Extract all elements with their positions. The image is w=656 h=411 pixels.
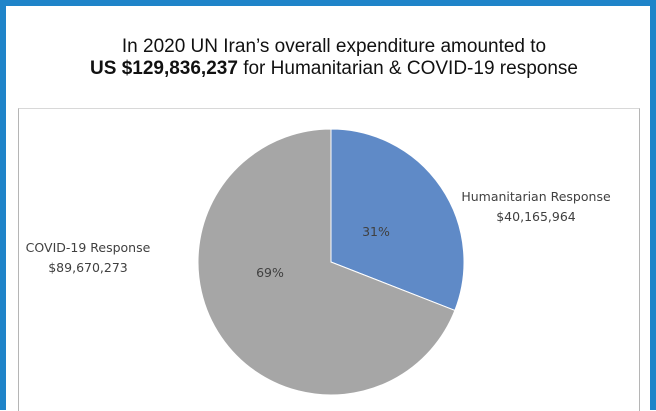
chart-title-line-2: US $129,836,237 for Humanitarian & COVID… [6, 58, 656, 80]
category-label-humanitarian: Humanitarian Response [461, 189, 611, 204]
chart-title-line-1: In 2020 UN Iran’s overall expenditure am… [121, 36, 547, 57]
category-label-covid: COVID-19 Response [26, 240, 151, 255]
pie-slice-humanitarian [330, 128, 465, 312]
amount-label-humanitarian: $40,165,964 [496, 209, 576, 224]
total-amount: US $129,836,237 [90, 58, 238, 79]
amount-label-covid: $89,670,273 [48, 260, 128, 275]
pct-label-covid: 69% [256, 265, 284, 280]
pie-slice-covid [197, 128, 456, 396]
pct-label-humanitarian: 31% [362, 224, 390, 239]
chart-title-line-2-rest: for Humanitarian & COVID-19 response [237, 58, 578, 79]
plot-area [18, 108, 640, 411]
